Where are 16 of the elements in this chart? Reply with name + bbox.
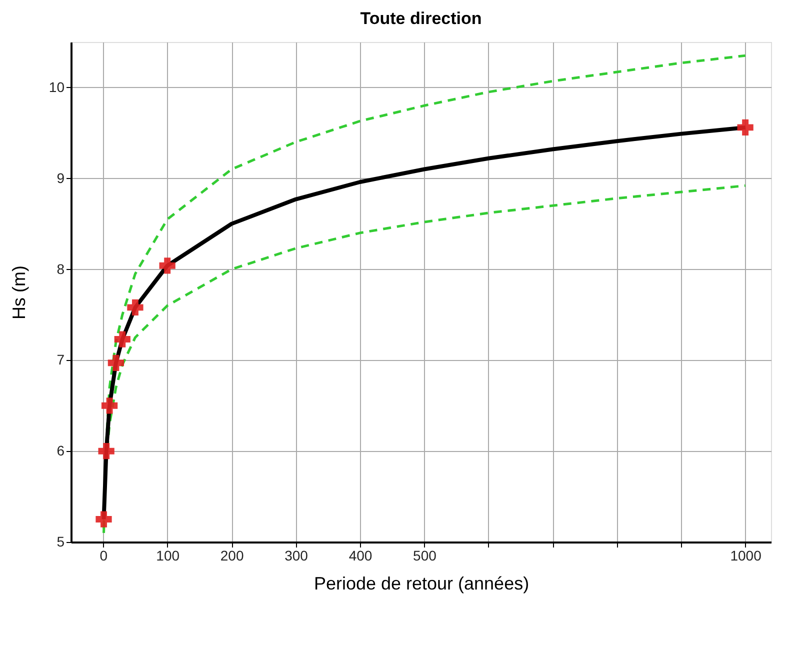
y-tick-label: 7 [56,352,65,368]
x-tick-label: 100 [156,548,180,564]
x-tick-label: 1000 [730,548,762,564]
x-tick-label: 500 [413,548,437,564]
y-tick-label: 6 [56,442,65,459]
y-tick-label: 10 [48,78,65,95]
y-axis-title: Hs (m) [8,266,29,320]
chart-title: Toute direction [360,9,482,28]
x-axis-title: Periode de retour (années) [314,574,530,594]
x-tick-label: 200 [220,548,244,564]
y-tick-label: 5 [56,534,65,550]
x-tick-label: 400 [348,548,372,564]
x-tick-label: 300 [284,548,308,564]
y-tick-label: 8 [56,260,65,277]
y-tick-label: 9 [56,170,65,186]
x-tick-label: 0 [100,548,108,564]
